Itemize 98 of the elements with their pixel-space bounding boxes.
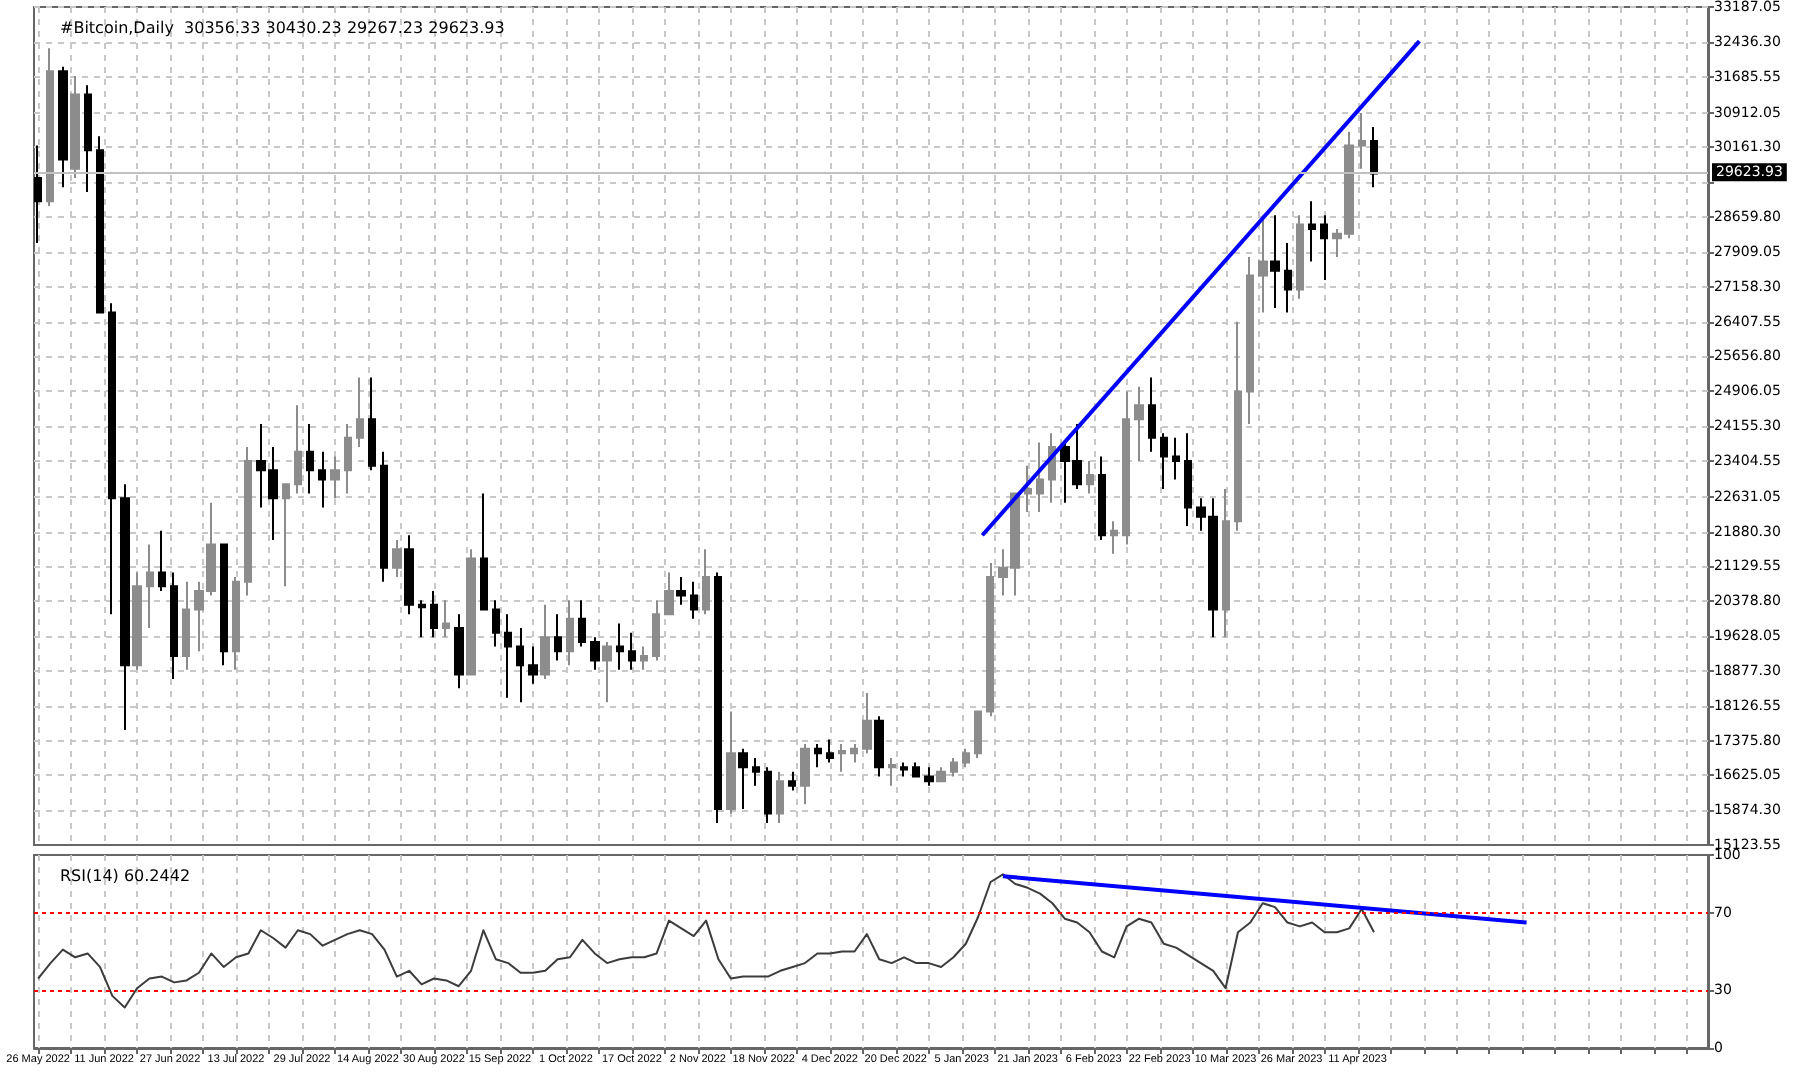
candlestick — [838, 743, 846, 773]
candlestick — [330, 455, 340, 500]
candlestick — [1024, 464, 1032, 514]
candlestick — [1258, 214, 1268, 314]
candlestick — [566, 599, 574, 667]
candlestick — [294, 404, 302, 495]
candlestick — [418, 599, 426, 639]
candlestick — [1148, 376, 1156, 453]
candlestick — [466, 548, 476, 676]
candlestick — [590, 636, 600, 671]
candlestick — [158, 529, 166, 592]
candlestick — [492, 599, 500, 648]
candlestick — [392, 538, 402, 579]
candlestick — [640, 645, 648, 671]
candlestick — [800, 743, 810, 806]
candlestick — [344, 422, 352, 495]
candlestick — [788, 770, 796, 792]
candlestick — [850, 743, 858, 764]
candlestick — [1222, 487, 1230, 639]
candlestick — [776, 770, 784, 824]
candlestick — [1160, 432, 1168, 490]
candlestick — [442, 599, 450, 639]
candlestick — [1184, 432, 1192, 527]
candlestick — [578, 599, 586, 648]
candlestick — [616, 622, 624, 671]
candlestick — [714, 571, 722, 824]
candlestick — [738, 747, 748, 810]
candlestick — [70, 74, 80, 180]
candlestick — [900, 761, 908, 778]
candlestick — [306, 422, 314, 495]
candlestick — [664, 571, 674, 616]
candlestick — [764, 766, 772, 824]
candlestick — [1296, 214, 1304, 300]
candlestick — [356, 376, 364, 449]
candlestick — [1134, 385, 1144, 463]
candlestick — [108, 302, 116, 616]
candlestick — [874, 715, 884, 778]
candlestick — [1320, 214, 1328, 282]
candlestick — [986, 562, 994, 718]
candlestick — [752, 756, 760, 787]
candlestick — [1036, 441, 1044, 514]
candlestick — [504, 613, 512, 699]
candlestick — [282, 483, 290, 588]
candlestick — [554, 613, 562, 662]
candlestick — [1234, 320, 1242, 532]
candlestick — [1358, 112, 1366, 170]
text: RSI(14) 60.2442 — [60, 867, 191, 885]
candlestick — [232, 576, 240, 671]
candlestick — [46, 47, 54, 207]
candlestick — [220, 543, 228, 667]
candlestick — [1370, 126, 1378, 189]
candlestick — [962, 747, 970, 769]
candlestick — [1308, 200, 1316, 263]
candlestick — [516, 627, 524, 704]
candlestick — [182, 580, 190, 671]
candlestick — [974, 710, 982, 759]
candlestick — [1098, 455, 1106, 541]
candlestick — [170, 571, 178, 681]
candlestick — [540, 603, 550, 681]
candlestick — [726, 710, 736, 815]
candlestick — [924, 766, 934, 787]
candlestick — [430, 589, 438, 639]
candlestick — [454, 613, 464, 690]
candlestick — [1270, 214, 1280, 309]
candlestick — [602, 640, 612, 704]
candlestick — [814, 743, 822, 769]
candlestick — [528, 645, 538, 685]
candlestick — [1246, 255, 1254, 425]
candlestick — [676, 576, 686, 606]
candlestick — [34, 144, 42, 244]
candlestick — [96, 135, 104, 314]
candlestick — [628, 631, 636, 671]
candlestick — [652, 599, 660, 662]
candlestick — [132, 571, 142, 671]
candlestick — [702, 548, 710, 616]
candlestick — [1110, 520, 1118, 555]
candlestick — [888, 756, 896, 787]
candlestick — [368, 376, 376, 472]
candlestick — [120, 483, 130, 732]
candlestick — [404, 534, 414, 616]
candlestick — [950, 756, 958, 778]
candlestick — [1122, 390, 1130, 546]
candlestick — [58, 65, 68, 189]
candlestick — [380, 450, 388, 583]
candlestick — [244, 446, 252, 597]
candlestick — [1172, 436, 1180, 481]
text: #Bitcoin,Daily 30356.33 30430.23 29267.23 29623.93 — [60, 19, 505, 37]
candlestick — [84, 84, 92, 193]
candlestick — [826, 738, 834, 764]
candlestick — [862, 692, 872, 755]
candlestick — [480, 492, 488, 611]
candlestick — [1086, 460, 1094, 495]
candlestick — [1284, 242, 1292, 314]
candlestick — [912, 761, 920, 778]
candlestick — [146, 543, 154, 630]
candlestick — [690, 580, 698, 620]
candlestick — [318, 450, 326, 509]
candlestick — [936, 766, 946, 783]
